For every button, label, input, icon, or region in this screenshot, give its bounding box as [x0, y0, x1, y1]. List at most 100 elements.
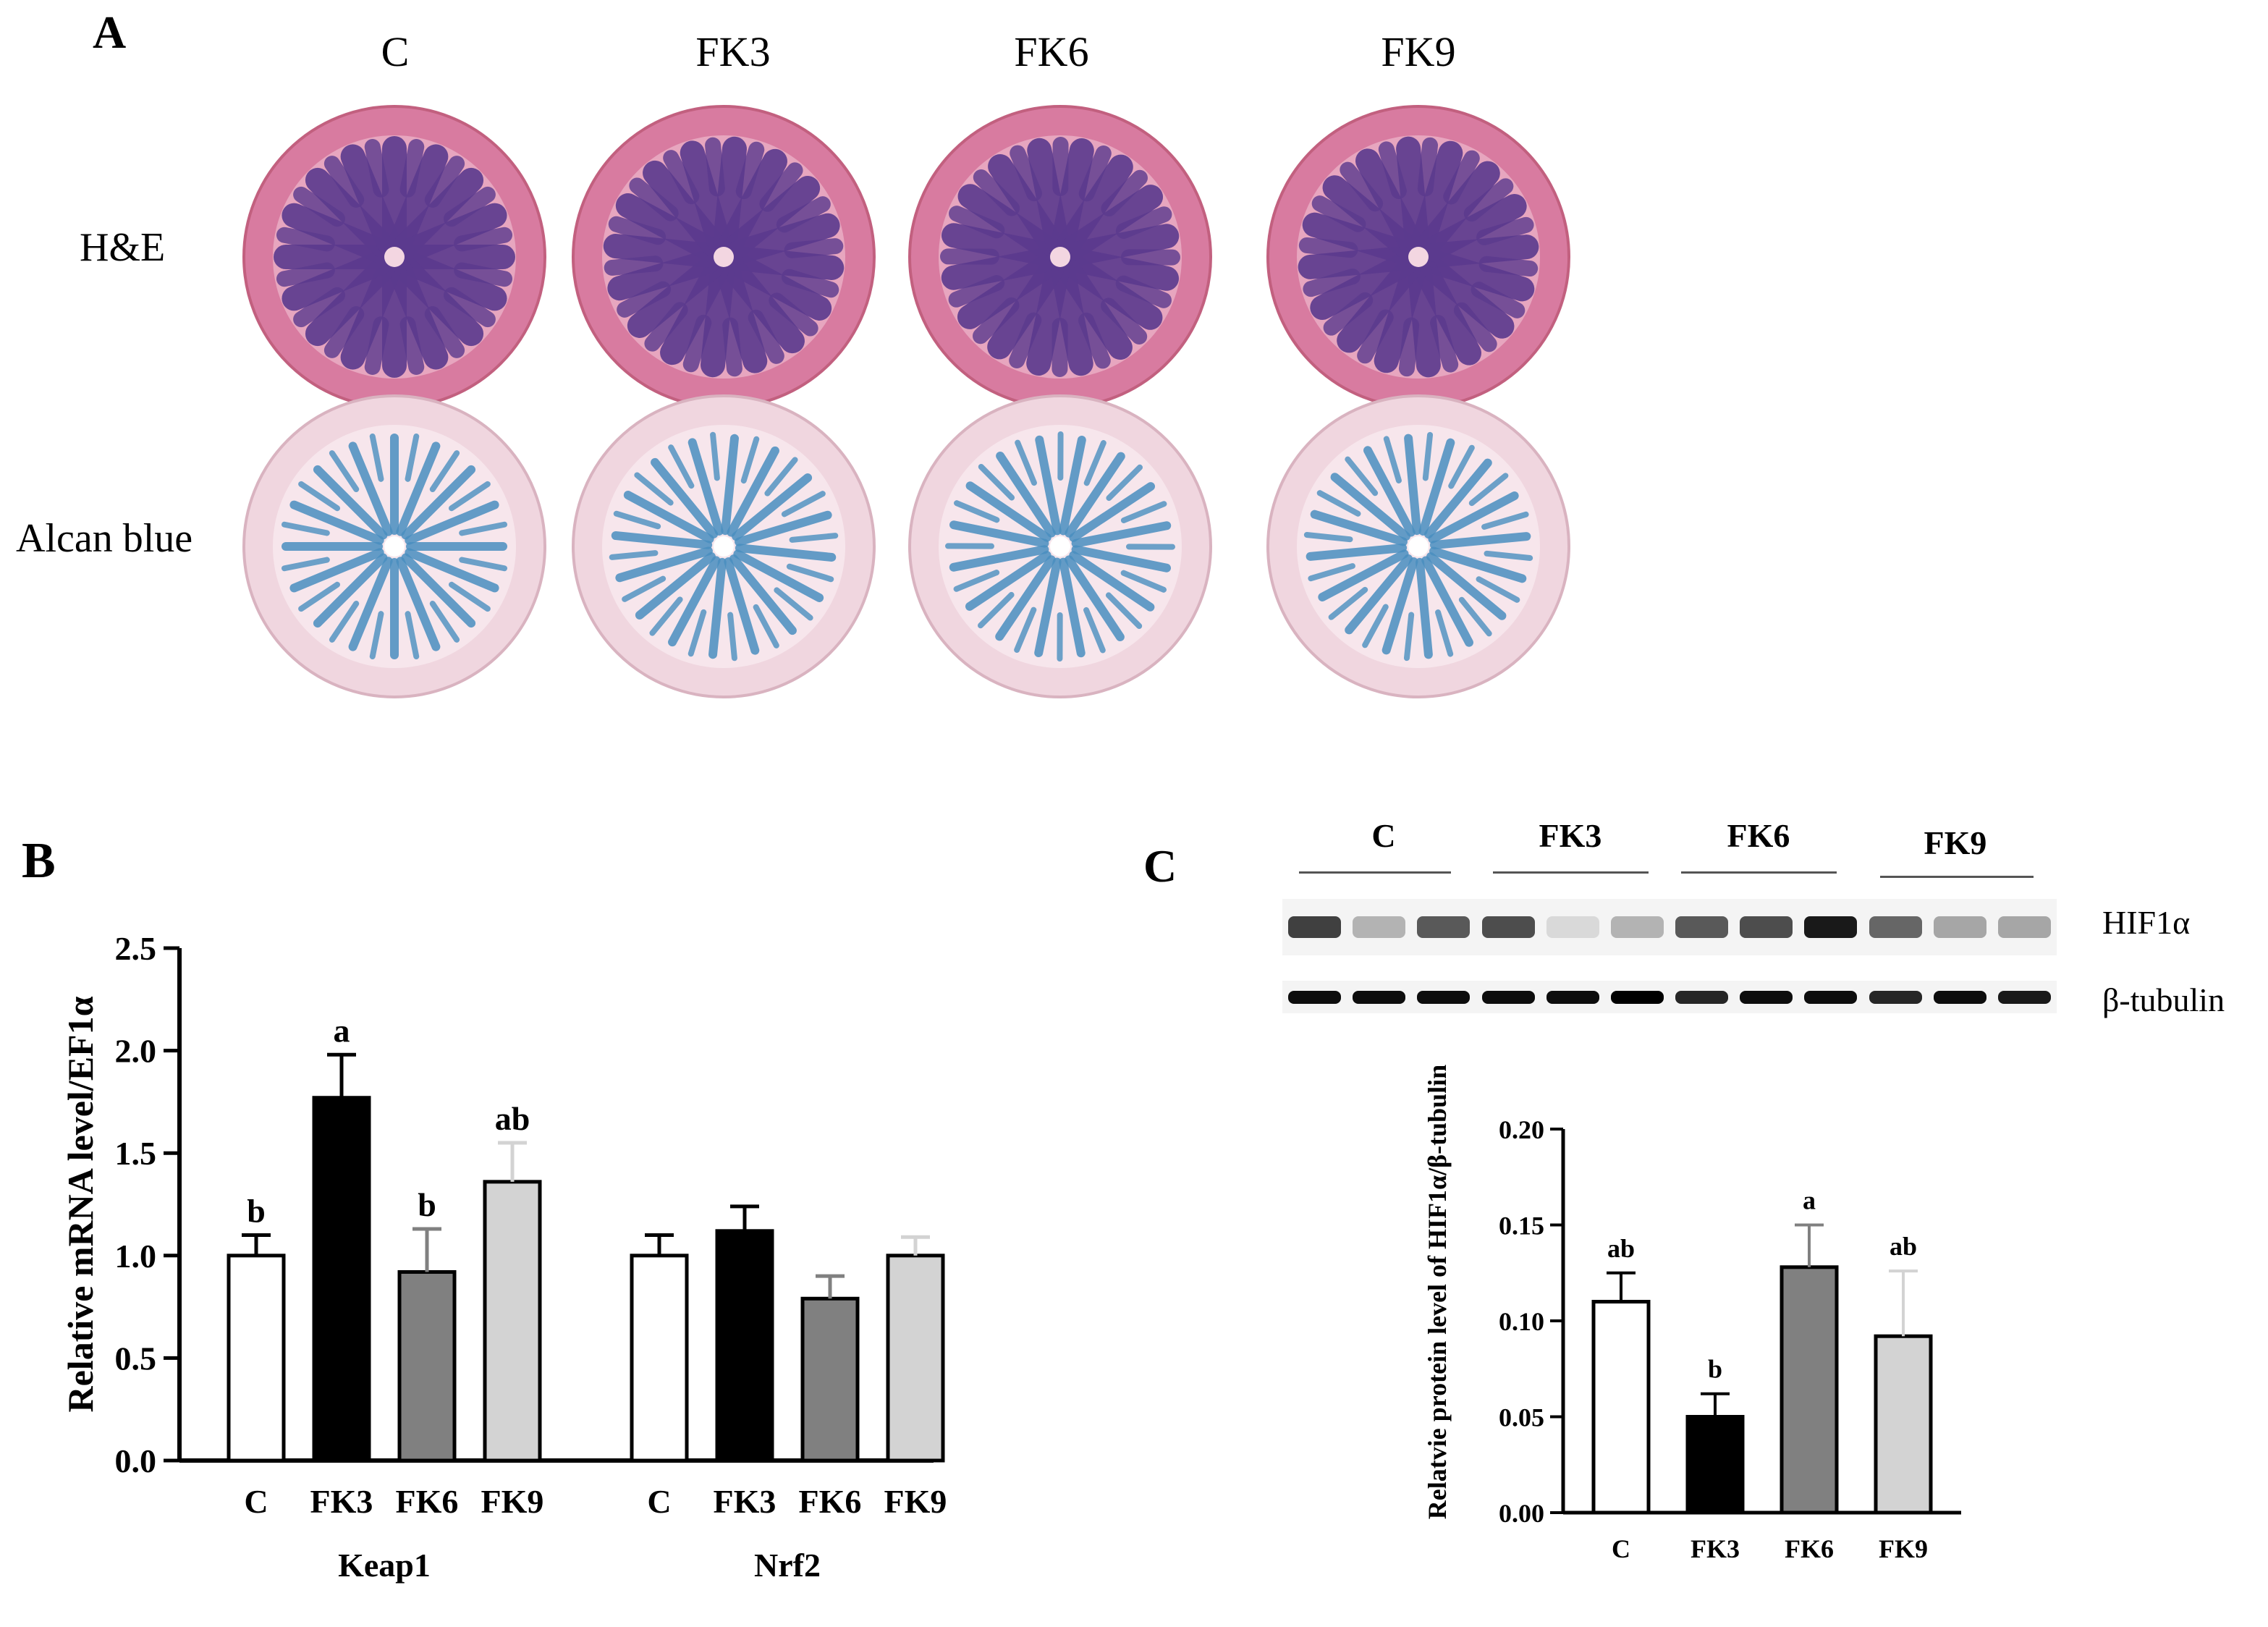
- xtick-label-b: FK6: [799, 1483, 862, 1520]
- bar-keap1-c: [227, 1254, 286, 1463]
- hif-band: [1675, 916, 1729, 938]
- tub-band: [1804, 991, 1858, 1004]
- group-label-b: Nrf2: [754, 1547, 821, 1584]
- bar-hif1a-fk6: [1780, 1265, 1839, 1515]
- keap1-nrf2-bar-chart: 0.0 0.5 1.0 1.5 2.0 2.5 Relative mRNA level/EF…: [60, 930, 947, 1584]
- bar-keap1-fk9: [483, 1180, 542, 1463]
- panel-b-letter: B: [22, 833, 56, 889]
- hif-band: [1933, 916, 1986, 938]
- xtick-label-c: FK3: [1691, 1534, 1740, 1563]
- bar-hif1a-c: [1591, 1300, 1651, 1515]
- tissue-ab-c: [242, 394, 546, 698]
- hif-band: [1546, 916, 1599, 938]
- sig-label-b: b: [418, 1186, 436, 1223]
- tub-band: [1933, 991, 1986, 1004]
- bar-nrf2-fk6: [800, 1296, 860, 1463]
- blot-line-fk6: [1681, 871, 1837, 874]
- xtick-label-b: FK3: [714, 1483, 777, 1520]
- tub-band: [1997, 991, 2051, 1004]
- tub-band: [1481, 991, 1535, 1004]
- xtick-label-b: C: [244, 1483, 268, 1520]
- tub-band: [1288, 991, 1342, 1004]
- ytick-label-c: 0.20: [1499, 1115, 1544, 1144]
- xtick-label-c: FK9: [1879, 1534, 1928, 1563]
- group-label-b: Keap1: [338, 1547, 431, 1584]
- xtick-label-b: FK9: [481, 1483, 544, 1520]
- tub-band: [1546, 991, 1599, 1004]
- hif-band: [1288, 916, 1342, 938]
- ytick-label-c: 0.15: [1499, 1212, 1544, 1241]
- bar-nrf2-fk9: [886, 1254, 945, 1463]
- ytick-label-b: 1.5: [115, 1135, 157, 1172]
- xtick-label-c: FK6: [1785, 1534, 1834, 1563]
- col-label-fk6: FK6: [1014, 28, 1089, 75]
- xtick-label-b: C: [647, 1483, 671, 1520]
- sig-label-c: ab: [1890, 1232, 1917, 1261]
- blot-row-label-hif1a: HIF1α: [2102, 904, 2191, 941]
- hif1a-blot-strip: [1282, 899, 2057, 955]
- blot-group-fk6: FK6: [1727, 817, 1790, 854]
- sig-label-c: ab: [1607, 1234, 1635, 1263]
- ytick-label-b: 2.5: [115, 930, 157, 967]
- hif-band: [1353, 916, 1406, 938]
- blot-line-fk9: [1880, 876, 2034, 878]
- xtick-label-b: FK3: [310, 1483, 373, 1520]
- xtick-label-b: FK6: [396, 1483, 459, 1520]
- ytick-label-c: 0.00: [1499, 1499, 1544, 1528]
- hif-band: [1869, 916, 1922, 938]
- blot-line-fk3: [1493, 871, 1649, 874]
- row-label-alcan: Alcan blue: [16, 516, 193, 561]
- blot-line-c: [1299, 871, 1451, 874]
- bar-hif1a-fk9: [1874, 1334, 1933, 1515]
- hif-band: [1610, 916, 1664, 938]
- hif-band: [1417, 916, 1471, 938]
- hif-band: [1481, 916, 1535, 938]
- bar-nrf2-fk3: [715, 1229, 774, 1463]
- ytick-label-b: 1.0: [115, 1238, 157, 1275]
- hif-band: [1997, 916, 2051, 938]
- xtick-label-b: FK9: [884, 1483, 947, 1520]
- ylabel-c: Relatvie protein level of HIF1α/β-tubuli…: [1423, 1065, 1452, 1519]
- ytick-label-b: 2.0: [115, 1033, 157, 1070]
- tissue-he-fk3: [572, 105, 876, 409]
- ytick-label-b: 0.5: [115, 1340, 157, 1377]
- tub-band: [1610, 991, 1664, 1004]
- tub-band: [1353, 991, 1406, 1004]
- sig-label-c: a: [1803, 1186, 1816, 1215]
- blot-row-label-tubulin: β-tubulin: [2102, 981, 2225, 1018]
- row-label-he: H&E: [80, 225, 166, 270]
- ytick-label-b: 0.0: [115, 1442, 157, 1479]
- col-label-c: C: [381, 28, 410, 75]
- bar-keap1-fk3: [312, 1096, 371, 1463]
- xtick-label-c: C: [1612, 1534, 1630, 1563]
- tub-band: [1417, 991, 1471, 1004]
- tissue-he-fk9: [1266, 105, 1570, 409]
- ytick-label-c: 0.10: [1499, 1307, 1544, 1336]
- tissue-ab-fk6: [908, 394, 1212, 698]
- tissue-ab-fk3: [572, 394, 876, 698]
- bar-nrf2-c: [630, 1254, 689, 1463]
- tissue-he-fk6: [908, 105, 1212, 409]
- blot-group-c: C: [1371, 817, 1396, 854]
- ytick-label-c: 0.05: [1499, 1403, 1544, 1432]
- tub-band: [1869, 991, 1922, 1004]
- tub-band: [1675, 991, 1729, 1004]
- tissue-ab-fk9: [1266, 394, 1570, 698]
- ylabel-b: Relative mRNA level/EF1α: [60, 996, 101, 1412]
- col-label-fk3: FK3: [695, 28, 771, 75]
- sig-label-b: b: [247, 1192, 266, 1229]
- hif-band: [1804, 916, 1858, 938]
- panel-c-letter: C: [1143, 840, 1177, 892]
- tub-band: [1740, 991, 1793, 1004]
- bar-keap1-fk6: [397, 1269, 457, 1463]
- tubulin-blot-strip: [1282, 981, 2057, 1013]
- blot-group-fk9: FK9: [1924, 824, 1987, 861]
- tissue-he-c: [242, 105, 546, 409]
- panel-a-letter: A: [93, 7, 127, 58]
- blot-group-fk3: FK3: [1539, 817, 1602, 854]
- bar-hif1a-fk3: [1685, 1415, 1745, 1515]
- sig-label-b: ab: [495, 1100, 530, 1137]
- col-label-fk9: FK9: [1381, 28, 1456, 75]
- hif1a-protein-bar-chart: 0.00 0.05 0.10 0.15 0.20 Relatvie protein lev…: [1423, 1065, 1961, 1563]
- sig-label-c: b: [1708, 1355, 1722, 1384]
